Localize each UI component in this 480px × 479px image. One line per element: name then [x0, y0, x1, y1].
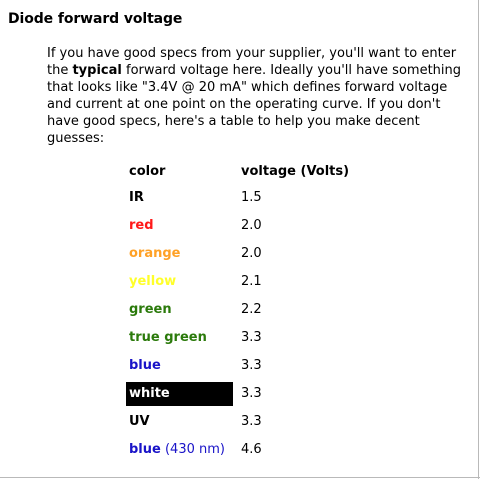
wavelength-note: (430 nm)	[160, 442, 225, 457]
voltage-cell: 2.1	[241, 274, 262, 289]
color-name: true green	[129, 330, 207, 345]
color-cell: red	[126, 214, 233, 238]
column-header-color: color	[129, 164, 166, 179]
emphasis-typical: typical	[72, 63, 122, 78]
color-cell: white	[126, 382, 233, 406]
paragraph-line: and current at one point on the operatin…	[47, 97, 441, 112]
color-name: blue	[129, 442, 161, 457]
voltage-cell: 3.3	[241, 358, 262, 373]
voltage-cell: 4.6	[241, 442, 262, 457]
color-name: red	[129, 218, 154, 233]
table-row: red 2.0	[126, 214, 466, 238]
color-cell: blue	[126, 354, 233, 378]
table-row: white 3.3	[126, 382, 466, 406]
section-title: Diode forward voltage	[8, 11, 183, 27]
color-cell: true green	[126, 326, 233, 350]
color-name: IR	[129, 190, 144, 205]
voltage-cell: 1.5	[241, 190, 262, 205]
color-name: UV	[129, 414, 150, 429]
table-row: IR 1.5	[126, 186, 466, 210]
color-cell: blue (430 nm)	[126, 438, 233, 462]
paragraph-line: guesses:	[47, 131, 105, 146]
table-row: blue 3.3	[126, 354, 466, 378]
table-row: orange 2.0	[126, 242, 466, 266]
color-name: green	[129, 302, 172, 317]
table-row: yellow 2.1	[126, 270, 466, 294]
color-cell: UV	[126, 410, 233, 434]
table-row: UV 3.3	[126, 410, 466, 434]
paragraph-line: If you have good specs from your supplie…	[47, 46, 457, 61]
paragraph-line: have good specs, here's a table to help …	[47, 114, 420, 129]
voltage-cell: 3.3	[241, 414, 262, 429]
paragraph-text: forward voltage here. Ideally you'll hav…	[121, 63, 462, 78]
paragraph-line: the typical forward voltage here. Ideall…	[47, 62, 475, 79]
color-cell: yellow	[126, 270, 233, 294]
voltage-cell: 2.0	[241, 246, 262, 261]
color-cell: green	[126, 298, 233, 322]
color-name: white	[129, 386, 170, 401]
table-row: blue (430 nm) 4.6	[126, 438, 466, 462]
color-cell: orange	[126, 242, 233, 266]
color-name: blue	[129, 358, 161, 373]
voltage-cell: 3.3	[241, 386, 262, 401]
color-name: yellow	[129, 274, 177, 289]
table-row: true green 3.3	[126, 326, 466, 350]
voltage-cell: 2.0	[241, 218, 262, 233]
color-name: orange	[129, 246, 181, 261]
paragraph-line: that looks like "3.4V @ 20 mA" which def…	[47, 80, 448, 95]
window-border-right	[478, 0, 479, 479]
column-header-voltage: voltage (Volts)	[241, 164, 350, 179]
window-border-bottom	[0, 477, 480, 478]
paragraph-text: the	[47, 63, 73, 78]
voltage-cell: 2.2	[241, 302, 262, 317]
voltage-cell: 3.3	[241, 330, 262, 345]
color-cell: IR	[126, 186, 233, 210]
description-paragraph: If you have good specs from your supplie…	[47, 45, 475, 147]
table-row: green 2.2	[126, 298, 466, 322]
